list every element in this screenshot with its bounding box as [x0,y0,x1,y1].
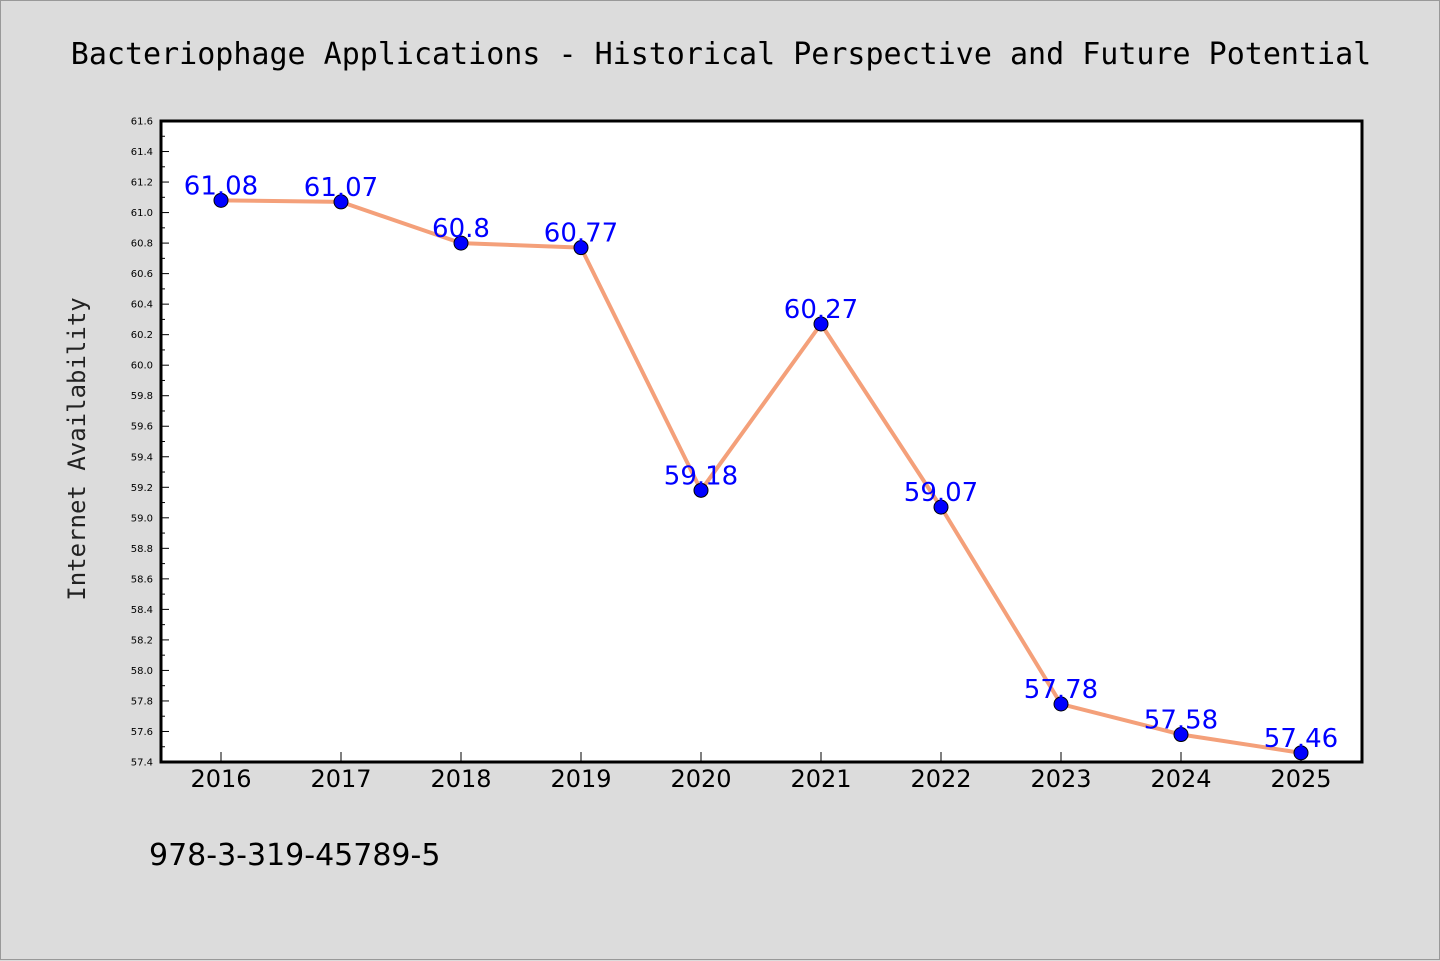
data-point [573,240,589,256]
y-axis: 57.4 57.6 57.8 58.0 58.2 58.4 58.6 58.8 59.0 59.2… [131,117,169,769]
y-tick-label: 60.0 [131,361,153,372]
y-tick-label: 59.6 [131,422,153,433]
y-tick-label: 60.8 [131,239,153,250]
y-tick-label: 57.6 [131,727,153,738]
data-point [213,192,229,208]
series-line [219,198,1303,755]
y-tick-label: 61.2 [131,178,153,189]
series-lines [219,198,1303,755]
y-tick-label: 58.2 [131,635,153,646]
markers [213,192,1309,761]
x-tick-label: 2018 [430,765,491,793]
data-label: 61.07 [304,173,378,203]
x-axis: 2016 2017 2018 2019 2020 2021 2022 2023 2024 2025 [190,752,1332,793]
data-point [693,482,709,498]
x-tick-label: 2017 [310,765,371,793]
y-tick-label: 59.8 [131,391,153,402]
x-tick-label: 2025 [1270,765,1331,793]
y-tick-label: 58.0 [131,666,153,677]
data-point [933,499,949,515]
data-label: 57.58 [1144,706,1218,736]
chart-title: Bacteriophage Applications - Historical … [71,37,1371,72]
footnote-isbn: 978-3-319-45789-5 [149,838,440,873]
data-label: 59.18 [664,461,738,491]
x-tick-label: 2022 [910,765,971,793]
y-tick-label: 61.6 [131,117,153,128]
data-label: 60.77 [544,219,618,249]
data-label: 61.08 [184,171,258,201]
x-tick-label: 2019 [550,765,611,793]
y-tick-label: 59.0 [131,513,153,524]
data-point [1293,745,1309,761]
y-tick-label: 61.0 [131,208,153,219]
data-label: 59.07 [904,478,978,508]
data-label: 60.8 [432,214,490,244]
x-tick-label: 2016 [190,765,251,793]
y-tick-label: 59.4 [131,452,153,463]
y-tick-label: 60.2 [131,330,153,341]
data-point [333,194,349,210]
y-tick-label: 61.4 [131,147,153,158]
data-label: 57.78 [1024,675,1098,705]
data-point [1053,696,1069,712]
y-tick-label: 58.8 [131,544,153,555]
y-tick-label: 58.4 [131,605,153,616]
x-tick-label: 2020 [670,765,731,793]
y-tick-label: 60.6 [131,269,153,280]
y-axis-label: Internet Availability [63,297,91,600]
data-point [813,316,829,332]
data-label: 57.46 [1264,724,1338,754]
y-tick-label: 57.4 [131,758,153,769]
data-labels: 61.08 61.07 60.8 60.77 59.18 60.27 59.07 57.78 5… [184,171,1338,753]
x-tick-label: 2024 [1150,765,1211,793]
y-tick-label: 59.2 [131,483,153,494]
x-tick-label: 2023 [1030,765,1091,793]
data-point [1173,727,1189,743]
y-tick-label: 57.8 [131,696,153,707]
x-tick-label: 2021 [790,765,851,793]
data-label: 60.27 [784,295,858,325]
data-point [453,235,469,251]
y-tick-label: 60.4 [131,300,153,311]
plot-area [159,119,1364,764]
y-tick-label: 58.6 [131,574,153,585]
